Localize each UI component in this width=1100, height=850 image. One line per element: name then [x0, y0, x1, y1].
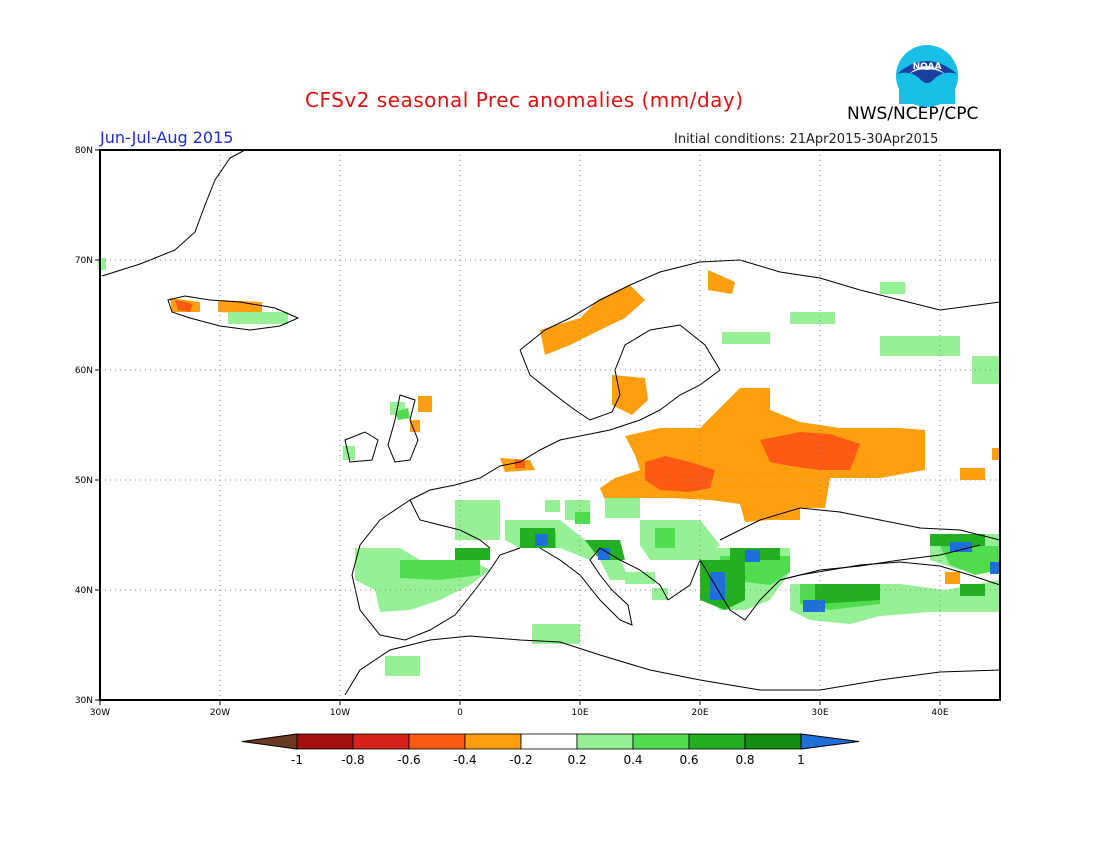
- initial-conditions-label: Initial conditions: 21Apr2015-30Apr2015: [674, 132, 939, 147]
- norway-sweden-coast: [519, 324, 681, 421]
- colorbar-segment: [352, 733, 410, 750]
- lon-tick-label: 0: [457, 708, 463, 718]
- colorbar-label: 0.6: [679, 753, 698, 767]
- agency-label: NWS/NCEP/CPC: [847, 104, 979, 124]
- colorbar-labels: -1 -0.8 -0.6 -0.4 -0.2 0.2 0.4 0.6 0.8 1: [291, 753, 805, 767]
- black-sea-south-coast: [779, 544, 981, 581]
- colorbar-segment: [744, 733, 802, 750]
- great-britain-coast: [387, 394, 419, 463]
- colorbar-label: -1: [291, 753, 303, 767]
- iberia-coast: [351, 499, 521, 641]
- lon-tick-label: 30E: [811, 708, 828, 718]
- continental-northwest-coast: [409, 419, 641, 549]
- axis-ticks: [95, 149, 941, 705]
- colorbar-label: -0.6: [397, 753, 420, 767]
- black-sea-north-coast: [719, 507, 1001, 541]
- coastlines: [101, 149, 1001, 696]
- lon-tick-label: 20W: [210, 708, 230, 718]
- ireland-coast: [344, 431, 379, 463]
- lon-tick-label: 10E: [571, 708, 588, 718]
- noaa-logo-text: NOAA: [913, 62, 942, 72]
- lon-tick-label: 10W: [330, 708, 350, 718]
- colorbar-segment: [464, 733, 522, 750]
- lon-tick-label: 40E: [931, 708, 948, 718]
- map-frame: [99, 149, 1001, 701]
- colorbar-label: -0.8: [341, 753, 364, 767]
- lat-tick-label: 40N: [75, 586, 93, 596]
- lat-tick-label: 50N: [75, 476, 93, 486]
- lat-tick-label: 30N: [75, 696, 93, 706]
- lat-tick-label: 80N: [75, 146, 93, 156]
- colorbar-segment: [520, 733, 578, 750]
- iceland-coast: [167, 295, 300, 331]
- colorbar-segment: [576, 733, 634, 750]
- lat-tick-label: 70N: [75, 256, 93, 266]
- noaa-logo-icon: NOAA: [896, 45, 958, 107]
- positive-anomaly-max: [535, 534, 1000, 612]
- colorbar-label: 0.4: [623, 753, 642, 767]
- colorbar-label: -0.4: [453, 753, 476, 767]
- colorbar-segment: [296, 733, 354, 750]
- north-africa-coast: [344, 635, 1001, 696]
- map-title: CFSv2 seasonal Prec anomalies (mm/day): [305, 88, 744, 112]
- lon-tick-label: 20E: [691, 708, 708, 718]
- colorbar-label: 0.8: [735, 753, 754, 767]
- negative-anomaly-moderate: [175, 300, 860, 492]
- colorbar-max-arrow: [800, 733, 860, 750]
- colorbar-segment: [688, 733, 746, 750]
- graticule: [100, 150, 1000, 700]
- colorbar-segment: [408, 733, 466, 750]
- colorbar-min-arrow: [241, 733, 298, 750]
- lon-tick-label: 30W: [90, 708, 110, 718]
- colorbar-label: 0.2: [567, 753, 586, 767]
- colorbar-segments: [241, 733, 860, 750]
- greenland-coast: [101, 149, 246, 277]
- colorbar-label: 1: [797, 753, 805, 767]
- colorbar-segment: [632, 733, 690, 750]
- colorbar-label: -0.2: [509, 753, 532, 767]
- scandinavia-north-coast: [519, 259, 1001, 351]
- season-label: Jun-Jul-Aug 2015: [100, 128, 234, 147]
- italy-coast: [539, 547, 669, 626]
- lat-tick-label: 60N: [75, 366, 93, 376]
